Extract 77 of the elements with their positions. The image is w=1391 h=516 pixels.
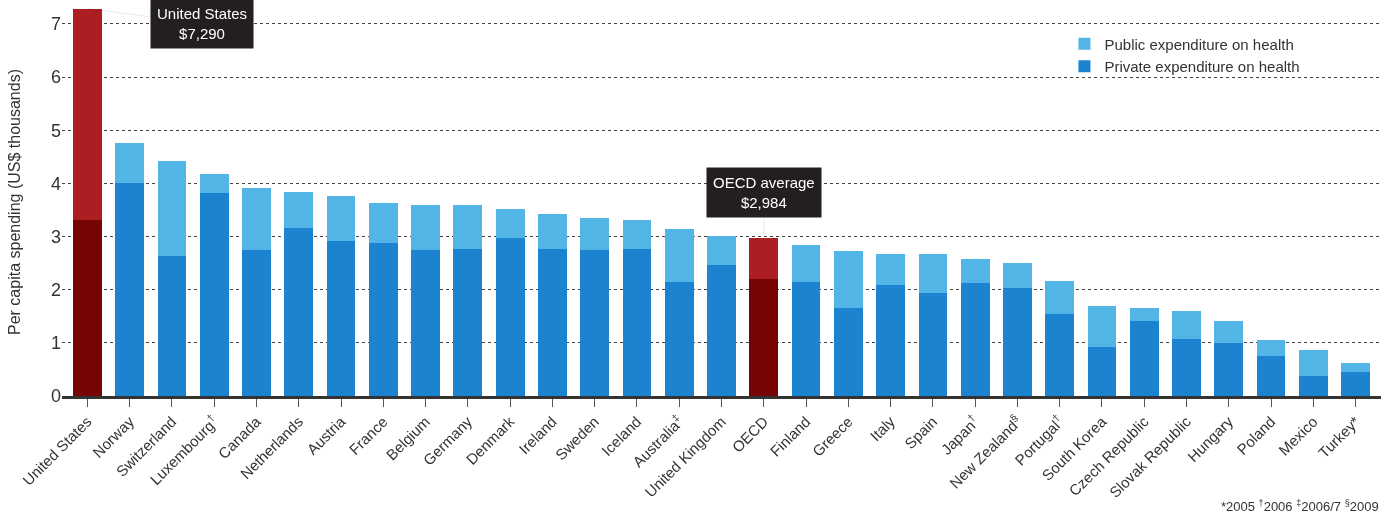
bar — [749, 237, 779, 279]
bar — [1214, 320, 1244, 343]
bar — [1129, 307, 1159, 321]
annotation: United States $7,290 — [157, 5, 248, 42]
y-tick-label: 1 — [50, 333, 61, 354]
bar — [115, 143, 145, 183]
y-tick-label: 5 — [50, 120, 61, 141]
bar — [664, 282, 694, 396]
bar — [157, 256, 187, 396]
bar — [242, 188, 271, 251]
bar — [580, 250, 610, 396]
bar — [960, 283, 990, 396]
text: *2005 $^{†}$2006 $^{‡}$2006/7 $^{§}$2009 — [1221, 498, 1379, 515]
y-tick-label: 6 — [50, 67, 61, 88]
bar — [368, 243, 398, 396]
bar — [918, 253, 948, 294]
bar — [453, 205, 483, 250]
y-tick-label: 3 — [50, 226, 61, 247]
bar — [284, 191, 314, 229]
y-tick-label: 2 — [50, 280, 61, 300]
bar — [622, 249, 652, 396]
bar — [495, 208, 525, 239]
bar — [1256, 355, 1286, 396]
bar — [1087, 346, 1117, 396]
bar — [199, 173, 229, 193]
bar — [72, 220, 102, 396]
legend-label: Public expenditure on health — [1104, 35, 1294, 53]
bar — [1341, 363, 1371, 373]
bar — [876, 285, 905, 396]
bar — [72, 8, 102, 221]
y-tick-label: 4 — [50, 173, 61, 194]
bar — [664, 229, 694, 283]
bar — [918, 293, 948, 396]
bar — [707, 265, 736, 396]
bar — [1045, 313, 1075, 396]
bar — [1129, 320, 1159, 396]
bar — [199, 192, 229, 396]
bar — [833, 307, 863, 396]
bar — [1341, 372, 1371, 396]
annotation: OECD average $2,984 — [713, 174, 815, 211]
bar — [1214, 342, 1244, 396]
bar — [495, 238, 525, 396]
y-tick-label: 7 — [50, 14, 61, 35]
y-tick-label: 0 — [50, 386, 61, 407]
bar — [876, 253, 905, 286]
bar — [1298, 375, 1328, 396]
bar — [791, 282, 821, 396]
bar — [1298, 349, 1328, 376]
bar — [1172, 311, 1201, 339]
bar — [960, 259, 990, 284]
bar — [622, 220, 652, 250]
bar — [833, 251, 863, 308]
bar — [538, 249, 567, 396]
bar — [791, 244, 821, 283]
bar — [1256, 339, 1286, 356]
bar — [284, 228, 314, 396]
bar — [538, 214, 567, 250]
bar — [1172, 338, 1201, 396]
bar — [1003, 262, 1032, 288]
bar — [749, 278, 779, 396]
bar — [242, 250, 271, 396]
bar — [368, 203, 398, 244]
legend-label: Private expenditure on health — [1104, 58, 1300, 75]
bar — [707, 236, 736, 266]
bar — [411, 205, 440, 251]
y-axis-title: Per capita spending (US$ thousands) — [6, 69, 23, 335]
bar — [157, 161, 187, 257]
bar — [1003, 287, 1032, 396]
bar — [1087, 305, 1117, 347]
bar — [1045, 280, 1075, 314]
bar — [115, 182, 145, 396]
bar — [326, 241, 356, 396]
bar — [580, 217, 610, 251]
bar — [411, 250, 440, 396]
bar — [326, 196, 356, 242]
bar — [453, 249, 483, 396]
x-tick-label: Italy — [866, 412, 899, 445]
